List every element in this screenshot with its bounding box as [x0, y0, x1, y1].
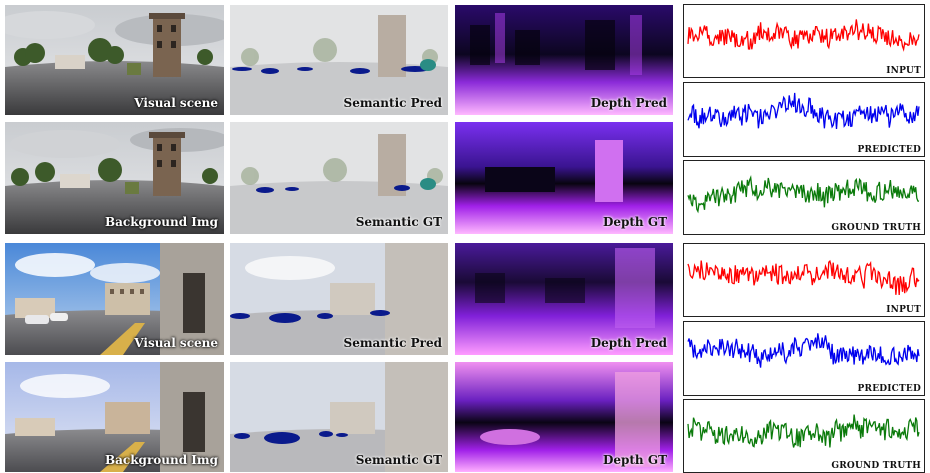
depth-gt-caption: Depth GT: [602, 215, 667, 229]
background-photo: [5, 122, 224, 234]
semantic-gt-caption: Semantic GT: [355, 453, 442, 467]
depth-pred-caption: Depth Pred: [590, 336, 667, 350]
depth-pred-image-1: Depth Pred: [455, 5, 673, 115]
segmentation-mask-overlay: [230, 122, 448, 234]
semantic-gt-image-2: Semantic GT: [230, 362, 448, 472]
signal-label: INPUT: [886, 305, 921, 315]
depth-heatmap: [455, 243, 673, 355]
semantic-pred-caption: Semantic Pred: [343, 96, 442, 110]
signal-label: PREDICTED: [857, 384, 921, 394]
visual-scene-image-2: Visual scene: [5, 243, 224, 355]
depth-gt-image-2: Depth GT: [455, 362, 673, 472]
signal-label: GROUND TRUTH: [831, 461, 921, 471]
semantic-pred-image-1: Semantic Pred: [230, 5, 448, 115]
background-image-caption: Background Img: [105, 453, 218, 467]
depth-heatmap: [455, 362, 673, 472]
semantic-pred-image-2: Semantic Pred: [230, 243, 448, 355]
segmentation-mask-overlay: [230, 243, 448, 355]
background-image-2: Background Img: [5, 362, 224, 472]
signal-plot-gt-1: GROUND TRUTH: [683, 160, 925, 235]
predicted-waveform: [687, 92, 920, 129]
depth-heatmap: [455, 5, 673, 115]
signal-label: INPUT: [886, 66, 921, 76]
signal-plot-input-1: INPUT: [683, 4, 925, 78]
semantic-gt-caption: Semantic GT: [355, 215, 442, 229]
segmentation-mask-overlay: [230, 5, 448, 115]
ground-truth-waveform: [687, 414, 920, 448]
signal-label: PREDICTED: [857, 145, 921, 155]
background-image-1: Background Img: [5, 122, 224, 234]
predicted-waveform: [687, 333, 920, 368]
street-scene-photo: [5, 5, 224, 115]
semantic-pred-caption: Semantic Pred: [343, 336, 442, 350]
visual-scene-image-1: Visual scene: [5, 5, 224, 115]
visual-scene-caption: Visual scene: [134, 96, 218, 110]
square-scene-photo: [5, 243, 224, 355]
visual-scene-caption: Visual scene: [134, 336, 218, 350]
signal-plot-gt-2: GROUND TRUTH: [683, 399, 925, 473]
input-waveform: [687, 259, 920, 295]
depth-pred-caption: Depth Pred: [590, 96, 667, 110]
ground-truth-waveform: [687, 175, 920, 214]
input-waveform: [687, 19, 920, 52]
segmentation-mask-overlay: [230, 362, 448, 472]
signal-plot-predicted-1: PREDICTED: [683, 82, 925, 157]
background-photo: [5, 362, 224, 472]
background-image-caption: Background Img: [105, 215, 218, 229]
signal-plot-predicted-2: PREDICTED: [683, 321, 925, 396]
depth-gt-caption: Depth GT: [602, 453, 667, 467]
depth-heatmap: [455, 122, 673, 234]
semantic-gt-image-1: Semantic GT: [230, 122, 448, 234]
depth-pred-image-2: Depth Pred: [455, 243, 673, 355]
depth-gt-image-1: Depth GT: [455, 122, 673, 234]
signal-label: GROUND TRUTH: [831, 223, 921, 233]
signal-plot-input-2: INPUT: [683, 243, 925, 317]
